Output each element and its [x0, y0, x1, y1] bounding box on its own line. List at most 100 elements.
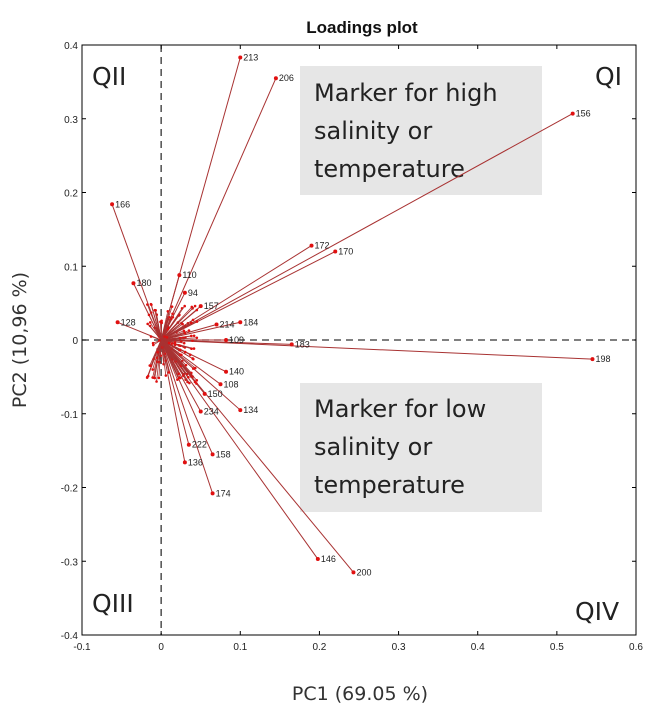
- cluster-vector: [160, 339, 178, 380]
- point-label-200: 200: [356, 567, 371, 577]
- annotation-low-box: [300, 383, 542, 512]
- cluster-vector: [161, 339, 193, 342]
- cluster-vector: [161, 339, 170, 344]
- cluster-point: [156, 350, 159, 354]
- cluster-point: [182, 341, 186, 345]
- loading-point-109: [224, 338, 229, 342]
- y-tick-label: 0: [72, 336, 78, 347]
- cluster-vector: [160, 339, 190, 384]
- cluster-point: [191, 318, 195, 322]
- cluster-point: [176, 321, 180, 324]
- quadrant-label-qii: QII: [92, 62, 126, 91]
- loading-point-110: [177, 273, 182, 278]
- y-tick-label: 0.4: [64, 41, 78, 52]
- cluster-vector: [146, 304, 162, 341]
- point-label-136: 136: [188, 457, 203, 467]
- cluster-point: [153, 376, 157, 380]
- cluster-point: [146, 374, 150, 378]
- loading-point-156: [570, 111, 575, 116]
- cluster-point: [151, 368, 154, 371]
- cluster-point: [173, 341, 177, 344]
- cluster-point: [170, 342, 174, 345]
- point-label-140: 140: [229, 367, 244, 377]
- cluster-vector: [158, 339, 162, 378]
- point-label-156: 156: [576, 109, 591, 119]
- cluster-point: [195, 336, 199, 340]
- x-tick-label: 0.4: [471, 642, 485, 653]
- cluster-point: [168, 315, 171, 319]
- loading-point-146: [315, 557, 320, 562]
- cluster-point: [173, 343, 177, 346]
- cluster-point: [188, 353, 192, 357]
- loading-point-180: [131, 281, 136, 286]
- cluster-point: [192, 347, 196, 350]
- annotation-low-text: Marker for low salinity or temperature: [314, 395, 486, 499]
- cluster-point: [148, 321, 152, 324]
- cluster-point: [177, 372, 181, 376]
- loading-points: [110, 55, 595, 575]
- annotation-line: Marker for high: [314, 79, 498, 107]
- cluster-vector: [150, 339, 162, 366]
- cluster-point: [151, 343, 155, 347]
- cluster-vector: [160, 339, 187, 366]
- point-label-180: 180: [136, 278, 151, 288]
- loading-vector-184: [161, 321, 241, 341]
- quadrant-label-qi: QI: [595, 62, 622, 91]
- cluster-vector: [160, 305, 196, 341]
- x-tick-label: -0.1: [73, 642, 91, 653]
- cluster-point: [183, 350, 187, 354]
- point-label-213: 213: [243, 53, 258, 63]
- annotation-high-text: Marker for high salinity or temperature: [314, 79, 498, 183]
- cluster-vector: [161, 332, 186, 341]
- cluster-point: [195, 320, 199, 323]
- cluster-vector: [160, 311, 169, 341]
- loading-point-140: [224, 369, 229, 374]
- cluster-vector: [160, 322, 163, 341]
- cluster-point: [176, 378, 179, 381]
- cluster-vector: [160, 328, 169, 341]
- cluster-point: [158, 339, 161, 342]
- loading-point-128: [115, 320, 120, 325]
- cluster-point: [192, 334, 196, 338]
- cluster-point: [149, 364, 153, 368]
- y-axis-label: PC2 (10,96 %): [9, 272, 31, 408]
- x-tick-label: 0.6: [629, 642, 643, 653]
- cluster-vector: [160, 339, 170, 373]
- point-label-134: 134: [243, 405, 258, 415]
- loading-point-198: [590, 357, 595, 362]
- point-label-206: 206: [279, 73, 294, 83]
- point-label-172: 172: [315, 241, 330, 251]
- y-tick-label: 0.3: [64, 115, 78, 126]
- cluster-vector: [154, 339, 162, 379]
- y-axis-ticks: -0.4 -0.3 -0.2 -0.1 0 0.1 0.2 0.3 0.4: [61, 41, 636, 642]
- loading-vector-206: [160, 77, 277, 341]
- cluster-point: [146, 303, 149, 306]
- annotation-line: salinity or: [314, 117, 432, 145]
- point-label-170: 170: [338, 247, 353, 257]
- cluster-point: [178, 348, 182, 352]
- quadrant-label-qiv: QIV: [575, 597, 619, 626]
- point-label-222: 222: [192, 440, 207, 450]
- cluster-point: [186, 375, 190, 379]
- cluster-vector: [149, 322, 162, 341]
- cluster-point: [190, 305, 194, 309]
- point-label-214: 214: [220, 320, 235, 330]
- cluster-point: [167, 371, 171, 374]
- cluster-vector: [161, 337, 197, 341]
- x-tick-label: 0.2: [312, 642, 326, 653]
- cluster-point: [151, 376, 154, 379]
- cluster-point: [183, 331, 187, 335]
- loading-point-150: [202, 391, 207, 396]
- cluster-point: [166, 327, 170, 331]
- cluster-point: [193, 380, 197, 384]
- loading-point-108: [218, 382, 223, 387]
- annotation-line: Marker for low: [314, 395, 486, 423]
- x-tick-label: 0.3: [392, 642, 406, 653]
- cluster-point: [191, 357, 194, 360]
- loading-vector-200: [160, 339, 354, 573]
- loading-point-183: [289, 342, 294, 347]
- y-tick-label: -0.4: [61, 631, 79, 642]
- annotation-line: salinity or: [314, 433, 432, 461]
- cluster-vector: [160, 339, 180, 374]
